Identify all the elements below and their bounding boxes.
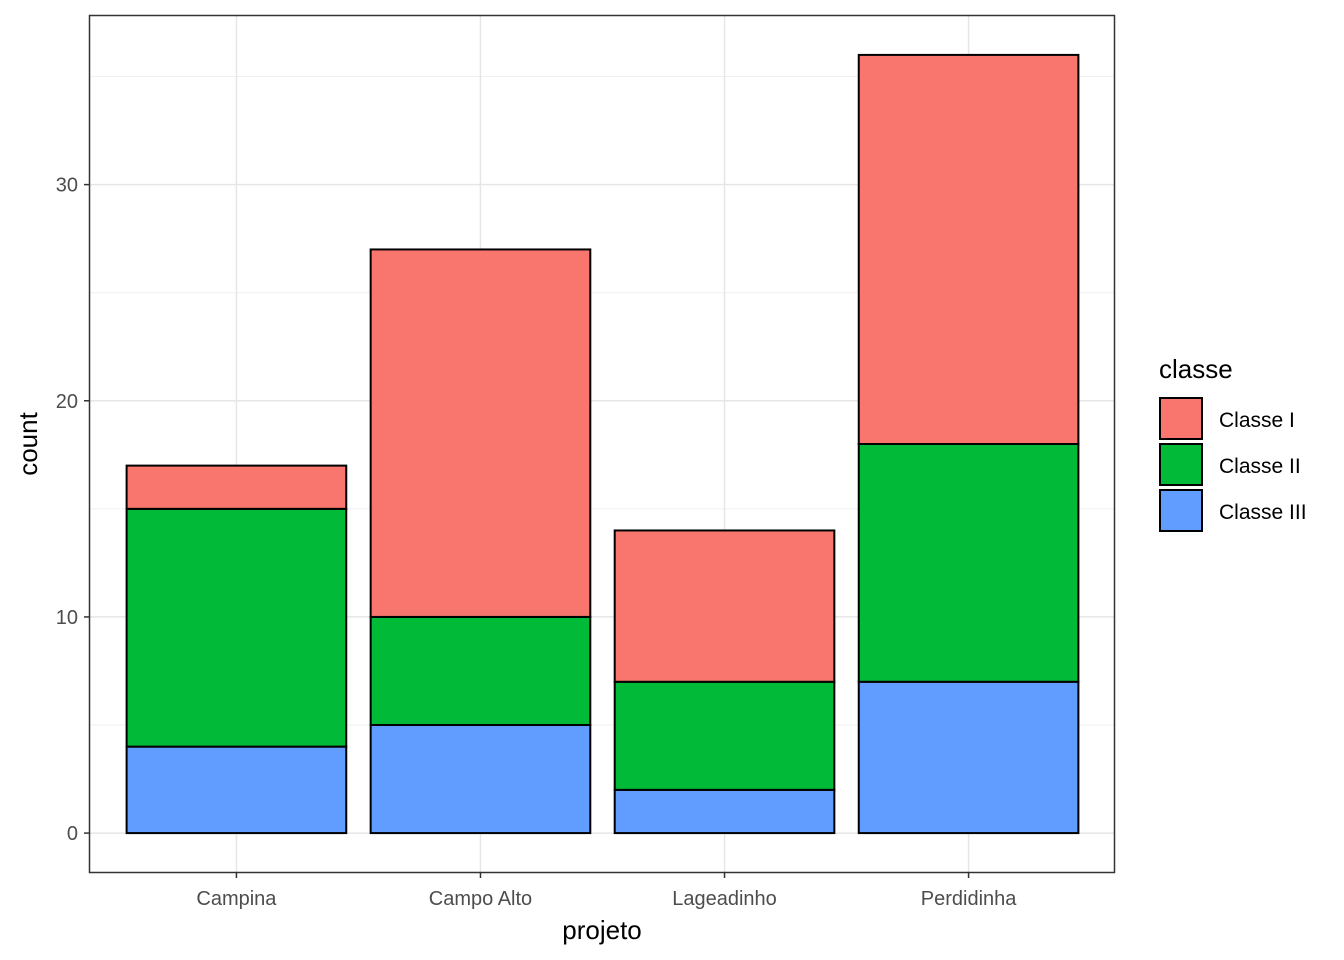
legend-title: classe (1159, 354, 1233, 384)
x-tick-label: Campo Alto (429, 888, 532, 910)
bar-segment (369, 248, 592, 618)
bar-segment (125, 464, 348, 510)
legend-label: Classe III (1219, 501, 1307, 524)
bar-segment (125, 745, 348, 835)
bar-segment (369, 615, 592, 727)
plot-panel-border (88, 14, 1116, 874)
x-axis-title: projeto (562, 915, 642, 945)
x-tick-label: Perdidinha (921, 888, 1018, 910)
legend: classe Classe I Classe II Classe III (1159, 354, 1307, 532)
bar-segment (857, 53, 1080, 446)
legend-swatch (1159, 443, 1203, 486)
legend-label: Classe I (1219, 409, 1295, 432)
y-tick-label: 10 (56, 607, 78, 629)
bar-segment (369, 724, 592, 835)
legend-swatch (1159, 489, 1203, 532)
y-tick-label: 20 (56, 391, 78, 413)
legend-entries: Classe I Classe II Classe III (1159, 397, 1307, 532)
axes: 0 10 20 30 Campina Campo Alto Lageadinho Perdid… (56, 175, 1018, 910)
bars (125, 53, 1080, 835)
legend-label: Classe II (1219, 455, 1301, 478)
bar-segment (613, 529, 836, 683)
legend-swatch (1159, 397, 1203, 440)
bar-segment (125, 507, 348, 748)
bar-segment (613, 788, 836, 835)
bar-segment (613, 680, 836, 791)
x-tick-label: Lageadinho (672, 888, 777, 910)
y-tick-label: 0 (67, 823, 78, 845)
y-tick-label: 30 (56, 175, 78, 197)
x-tick-label: Campina (196, 888, 277, 910)
bar-segment (857, 443, 1080, 683)
bar-segment (857, 680, 1080, 835)
y-axis-title: count (13, 411, 43, 475)
